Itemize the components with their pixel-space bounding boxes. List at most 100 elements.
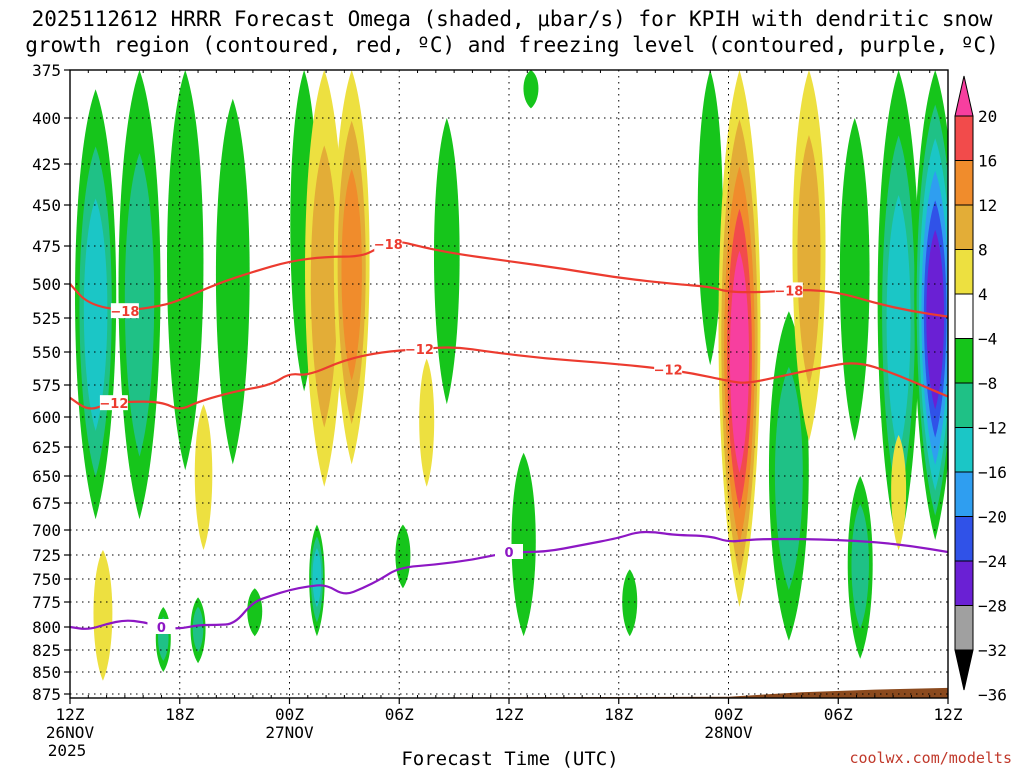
y-tick-label-625: 625 (32, 438, 61, 457)
dgz-contour-0-label-2: −18 (774, 284, 803, 299)
x-tick-label-0: 12Z (56, 705, 85, 724)
omega-region-neg-10-level-2 (312, 548, 322, 608)
dgz-contour-0-label-0: −18 (110, 305, 139, 320)
y-tick-label-425: 425 (32, 155, 61, 174)
omega-region-neg-8-level-2 (886, 195, 911, 455)
y-tick-label-525: 525 (32, 309, 61, 328)
omega-region-neg-7-level-0 (839, 118, 870, 441)
y-tick-label-800: 800 (32, 618, 61, 637)
colorbar: 20 16 12 8 4 −4 −8 −12 −16 −20 −24 −28 −32 −36 (954, 75, 1007, 705)
colorbar-bin-1 (954, 115, 974, 161)
credit-text[interactable]: coolwx.com/modelts (849, 749, 1012, 767)
y-tick-label-850: 850 (32, 663, 61, 682)
omega-region-neg-9-level-5 (926, 229, 945, 410)
colorbar-label-0: 20 (978, 107, 997, 126)
y-tick-label-650: 650 (32, 467, 61, 486)
colorbar-bin-11 (954, 560, 974, 606)
dgz-contour-1-label-0: −12 (99, 397, 128, 412)
omega-region-neg-15-level-0 (511, 452, 536, 637)
y-tick-label-600: 600 (32, 408, 61, 427)
x-tick-label-8: 12Z (934, 705, 963, 724)
colorbar-bottom-arrow (954, 649, 974, 691)
y-tick-label-475: 475 (32, 237, 61, 256)
omega-region-pos-4-level-0 (93, 550, 113, 681)
colorbar-label-8: −16 (978, 463, 1007, 482)
omega-region-pos-1-level-2 (341, 168, 362, 381)
chart-title-line1: 2025112612 HRRR Forecast Omega (shaded, … (32, 7, 993, 31)
y-tick-label-575: 575 (32, 376, 61, 395)
dgz-contour-0-label-bg-1 (374, 236, 403, 252)
colorbar-bin-3 (954, 204, 974, 250)
colorbar-bin-2 (954, 160, 974, 206)
y-axis-ticks: 375 400 425 450 475 500 525 550 575 600 625 650 675 7… (32, 61, 70, 704)
y-tick-label-775: 775 (32, 593, 61, 612)
terrain-fill (70, 687, 948, 698)
x-tick-label-2: 00Z (275, 705, 304, 724)
colorbar-label-4: 4 (978, 285, 988, 304)
colorbar-label-13: −36 (978, 686, 1007, 705)
omega-region-neg-6-level-0 (523, 70, 539, 109)
colorbar-label-6: −8 (978, 374, 997, 393)
dgz-contour-1-label-2: −12 (654, 364, 683, 379)
chart-title-line2: growth region (contoured, red, ºC) and f… (25, 33, 999, 57)
omega-region-neg-18-level-1 (851, 503, 869, 629)
x-tick-date-2: 27NOV (265, 723, 314, 742)
x-tick-date-6: 28NOV (704, 723, 753, 742)
dgz-contour-1-label-bg-0 (99, 395, 128, 411)
freezing-level-contour-label-bg-1 (495, 544, 523, 559)
dgz-contour-1-label-bg-1 (405, 341, 434, 357)
x-tick-year-0: 2025 (48, 741, 87, 760)
y-tick-label-725: 725 (32, 546, 61, 565)
omega-region-neg-17-level-1 (774, 366, 803, 590)
omega-region-neg-2-level-0 (167, 70, 204, 471)
colorbar-bin-6 (954, 338, 974, 384)
dgz-contour-0-label-1: −18 (374, 238, 403, 253)
y-tick-label-500: 500 (32, 275, 61, 294)
x-axis-label: Forecast Time (UTC) (401, 748, 618, 768)
x-tick-label-4: 12Z (495, 705, 524, 724)
omega-region-neg-1-level-1 (124, 153, 155, 457)
x-tick-label-7: 06Z (824, 705, 853, 724)
y-tick-label-750: 750 (32, 570, 61, 589)
x-tick-date-0: 26NOV (46, 723, 95, 742)
grid-lines (70, 70, 948, 698)
y-tick-label-675: 675 (32, 494, 61, 513)
colorbar-bin-10 (954, 516, 974, 562)
dgz-contour-1-label-bg-2 (654, 361, 683, 377)
dgz-contour-0-label-bg-2 (774, 282, 803, 298)
x-tick-label-5: 18Z (604, 705, 633, 724)
omega-region-neg-14-level-0 (395, 524, 411, 589)
omega-region-neg-5-level-0 (433, 118, 460, 405)
omega-region-neg-16-level-0 (622, 569, 638, 637)
terrain-polygon (70, 687, 948, 698)
dgz-contour-1-label-1: −12 (405, 343, 434, 358)
omega-shading (75, 70, 948, 681)
colorbar-label-7: −12 (978, 419, 1007, 438)
colorbar-bin-9 (954, 471, 974, 517)
colorbar-label-11: −28 (978, 597, 1007, 616)
y-tick-label-375: 375 (32, 61, 61, 80)
colorbar-label-1: 16 (978, 152, 997, 171)
x-tick-label-6: 00Z (714, 705, 743, 724)
omega-region-pos-6-level-0 (419, 358, 435, 487)
colorbar-label-12: −32 (978, 641, 1007, 660)
omega-region-neg-19-level-0 (697, 70, 723, 366)
colorbar-label-2: 12 (978, 196, 997, 215)
y-tick-label-550: 550 (32, 343, 61, 362)
freezing-level-contour-label-1: 0 (504, 546, 513, 561)
colorbar-bin-5 (954, 293, 974, 339)
freezing-level-contour-label-bg-0 (147, 619, 176, 634)
omega-region-pos-5-level-0 (194, 404, 213, 550)
colorbar-label-9: −20 (978, 508, 1007, 527)
omega-region-pos-3-level-1 (797, 135, 821, 387)
x-tick-label-3: 06Z (385, 705, 414, 724)
omega-region-neg-0-level-2 (83, 198, 108, 431)
y-tick-label-875: 875 (32, 685, 61, 704)
colorbar-label-10: −24 (978, 552, 1007, 571)
omega-region-pos-7-level-0 (891, 435, 907, 550)
x-tick-label-1: 18Z (165, 705, 194, 724)
dgz-contour-0-label-bg-0 (110, 303, 139, 319)
contour-labels: −18 −18 −18 −12 −12 −12 0 0 (99, 236, 803, 636)
y-tick-label-825: 825 (32, 641, 61, 660)
